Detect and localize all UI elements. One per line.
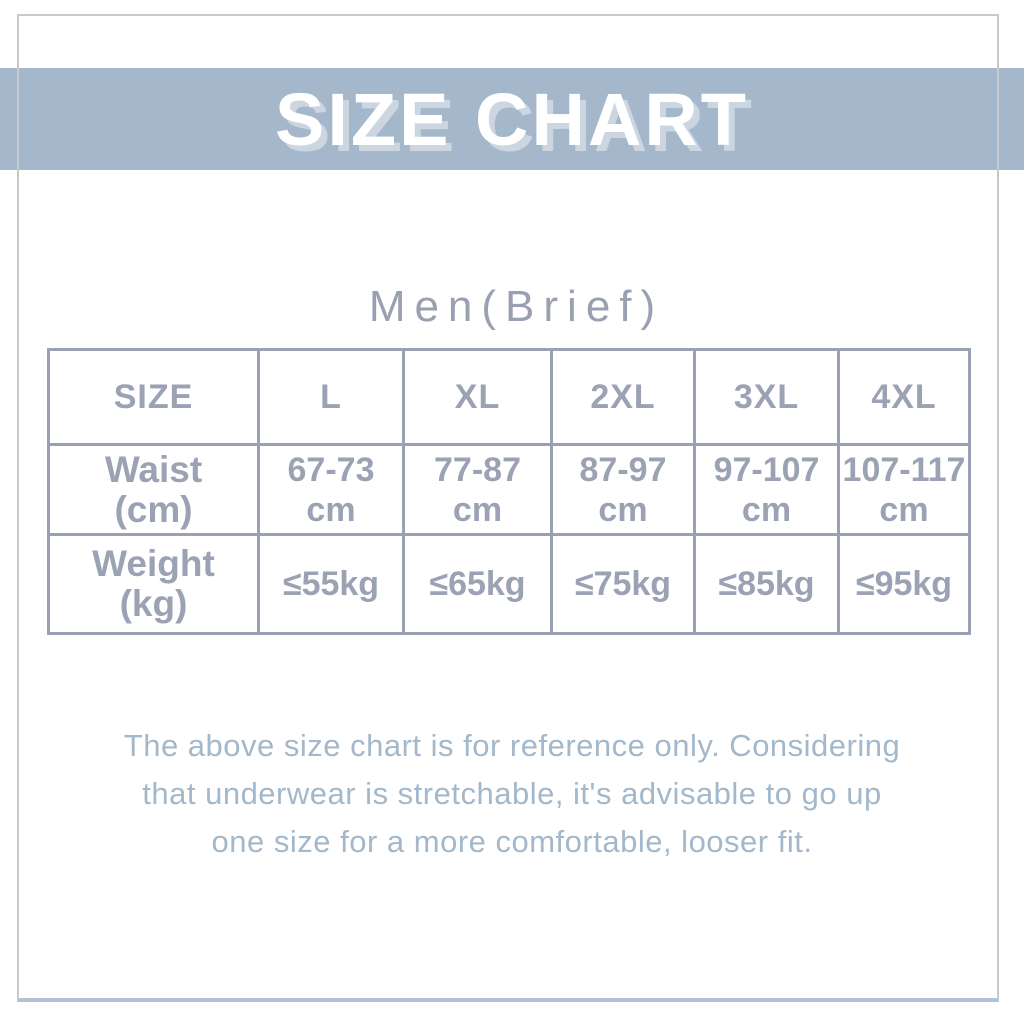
cell-waist-xl: 77-87 cm <box>402 443 553 536</box>
table-row-weight: Weight (kg) ≤55kg ≤65kg ≤75kg ≤85kg ≤95k… <box>47 533 971 635</box>
cell-weight-xl: ≤65kg <box>402 533 553 635</box>
cell-value: ≤85kg <box>718 564 815 603</box>
cell-weight-2xl: ≤75kg <box>550 533 696 635</box>
footer-line: that underwear is stretchable, it's advi… <box>142 776 882 811</box>
col-header-2xl: 2XL <box>550 348 696 446</box>
cell-value: ≤65kg <box>429 564 526 603</box>
cell-waist-2xl: 87-97 cm <box>550 443 696 536</box>
cell-waist-l: 67-73 cm <box>257 443 405 536</box>
cell-value: 97-107 <box>713 450 820 489</box>
row-label-text: Weight <box>92 543 215 584</box>
size-table: SIZE L XL 2XL 3XL 4XL Waist (cm) 67-73 c… <box>47 348 971 635</box>
cell-value: 87-97 <box>579 450 667 489</box>
cell-value: ≤95kg <box>855 564 953 603</box>
col-header-xl: XL <box>402 348 553 446</box>
col-header-4xl: 4XL <box>837 348 971 446</box>
col-header-l: L <box>257 348 405 446</box>
cell-value: ≤55kg <box>282 564 380 603</box>
cell-waist-4xl: 107-117 cm <box>837 443 971 536</box>
row-label-unit: (cm) <box>114 488 193 530</box>
page-title: SIZE CHART <box>275 77 749 161</box>
cell-weight-l: ≤55kg <box>257 533 405 635</box>
cell-unit: cm <box>598 490 648 529</box>
cell-unit: cm <box>741 490 792 529</box>
cell-unit: cm <box>879 490 929 529</box>
col-header-size: SIZE <box>47 348 260 446</box>
cell-value: 67-73 <box>287 450 375 489</box>
cell-value: 77-87 <box>434 450 521 489</box>
footer-line: The above size chart is for reference on… <box>123 728 901 763</box>
title-banner: SIZE CHART <box>0 68 1024 170</box>
cell-waist-3xl: 97-107 cm <box>693 443 840 536</box>
cell-unit: cm <box>306 490 356 529</box>
cell-value: 107-117 <box>842 450 966 489</box>
table-header-row: SIZE L XL 2XL 3XL 4XL <box>47 348 971 446</box>
cell-weight-3xl: ≤85kg <box>693 533 840 635</box>
footer-note: The above size chart is for reference on… <box>40 722 984 866</box>
row-label-weight: Weight (kg) <box>47 533 260 635</box>
section-subtitle: Men(Brief) <box>368 282 665 331</box>
cell-weight-4xl: ≤95kg <box>837 533 971 635</box>
row-label-unit: (kg) <box>119 583 188 624</box>
table-row-waist: Waist (cm) 67-73 cm 77-87 cm 87-97 cm 97… <box>47 443 971 536</box>
footer-line: one size for a more comfortable, looser … <box>211 824 813 859</box>
cell-value: ≤75kg <box>574 564 672 603</box>
col-header-3xl: 3XL <box>693 348 840 446</box>
cell-unit: cm <box>452 490 503 529</box>
row-label-text: Waist <box>104 448 203 490</box>
row-label-waist: Waist (cm) <box>47 443 260 536</box>
